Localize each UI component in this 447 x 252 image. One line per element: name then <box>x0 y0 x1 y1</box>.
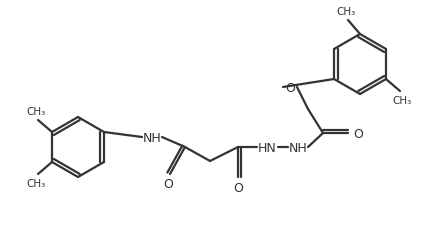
Text: O: O <box>353 127 363 140</box>
Text: CH₃: CH₃ <box>26 107 46 116</box>
Text: NH: NH <box>143 131 161 144</box>
Text: O: O <box>233 181 243 194</box>
Text: HN: HN <box>257 141 276 154</box>
Text: NH: NH <box>289 141 308 154</box>
Text: O: O <box>163 178 173 191</box>
Text: CH₃: CH₃ <box>392 96 412 106</box>
Text: CH₃: CH₃ <box>337 7 356 17</box>
Text: O: O <box>285 81 295 94</box>
Text: CH₃: CH₃ <box>26 178 46 188</box>
